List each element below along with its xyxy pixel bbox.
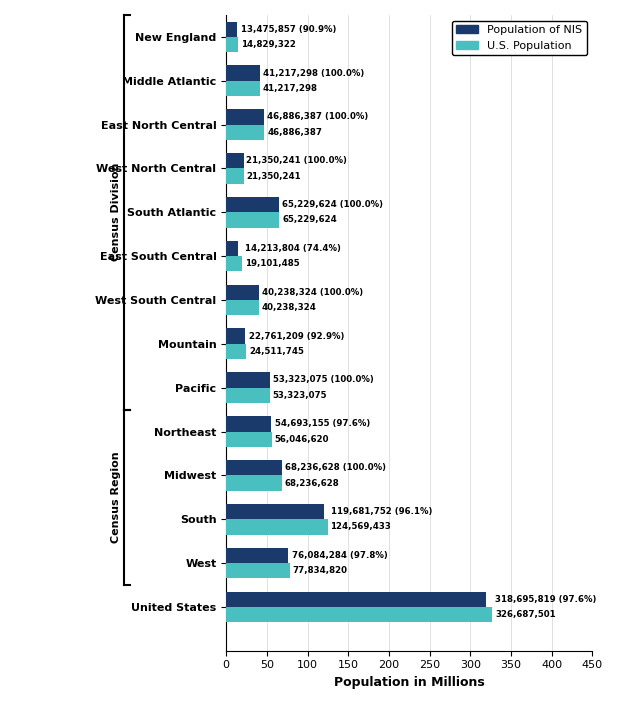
Bar (226, 432, 272, 447)
Bar (226, 256, 242, 272)
Text: 56,046,620: 56,046,620 (275, 434, 329, 444)
Text: 68,236,628: 68,236,628 (285, 479, 339, 488)
Bar (226, 563, 290, 579)
Bar (226, 197, 279, 213)
Text: 326,687,501: 326,687,501 (495, 610, 556, 619)
Text: 119,681,752 (96.1%): 119,681,752 (96.1%) (331, 507, 432, 516)
Bar (226, 241, 238, 256)
Bar (226, 372, 269, 388)
Bar (226, 548, 288, 563)
Text: 65,229,624: 65,229,624 (282, 215, 337, 225)
Text: 53,323,075: 53,323,075 (273, 391, 327, 400)
Bar (226, 416, 271, 432)
Text: 41,217,298: 41,217,298 (263, 84, 318, 93)
Bar (226, 329, 245, 344)
Bar (226, 475, 282, 491)
Text: 68,236,628 (100.0%): 68,236,628 (100.0%) (285, 463, 386, 472)
Text: 318,695,819 (97.6%): 318,695,819 (97.6%) (495, 595, 596, 604)
Text: 22,761,209 (92.9%): 22,761,209 (92.9%) (249, 332, 344, 341)
Text: 21,350,241: 21,350,241 (247, 172, 301, 181)
Text: 14,213,804 (74.4%): 14,213,804 (74.4%) (245, 244, 341, 253)
Bar (226, 344, 246, 359)
Bar (226, 109, 265, 125)
Bar (226, 504, 324, 519)
Text: 124,569,433: 124,569,433 (331, 522, 391, 532)
Text: 77,834,820: 77,834,820 (292, 566, 347, 575)
Bar (226, 153, 243, 168)
Bar (226, 213, 279, 227)
Bar (226, 22, 237, 37)
Text: 21,350,241 (100.0%): 21,350,241 (100.0%) (247, 156, 347, 165)
Bar (226, 607, 492, 622)
Text: 19,101,485: 19,101,485 (245, 259, 299, 268)
Text: 46,886,387: 46,886,387 (267, 128, 322, 137)
X-axis label: Population in Millions: Population in Millions (334, 676, 485, 689)
Text: 41,217,298 (100.0%): 41,217,298 (100.0%) (263, 68, 364, 77)
Text: 13,475,857 (90.9%): 13,475,857 (90.9%) (241, 25, 337, 34)
Text: 40,238,324: 40,238,324 (262, 303, 317, 312)
Bar (226, 591, 486, 607)
Text: 65,229,624 (100.0%): 65,229,624 (100.0%) (282, 200, 383, 209)
Bar (226, 519, 328, 534)
Text: 53,323,075 (100.0%): 53,323,075 (100.0%) (273, 375, 373, 384)
Text: 14,829,322: 14,829,322 (241, 40, 296, 49)
Bar (226, 460, 282, 475)
Bar (226, 125, 265, 140)
Bar (226, 81, 260, 96)
Bar (226, 284, 259, 300)
Bar (226, 168, 243, 184)
Bar (226, 388, 269, 403)
Text: 40,238,324 (100.0%): 40,238,324 (100.0%) (262, 288, 363, 297)
Text: 24,511,745: 24,511,745 (249, 347, 304, 356)
Legend: Population of NIS, U.S. Population: Population of NIS, U.S. Population (452, 20, 587, 55)
Bar (226, 65, 260, 81)
Text: 46,886,387 (100.0%): 46,886,387 (100.0%) (267, 113, 368, 121)
Text: 54,693,155 (97.6%): 54,693,155 (97.6%) (275, 420, 370, 428)
Bar (226, 37, 239, 52)
Text: 76,084,284 (97.8%): 76,084,284 (97.8%) (292, 551, 388, 560)
Bar (226, 300, 259, 315)
Text: Census Division: Census Division (111, 163, 121, 261)
Text: Census Region: Census Region (111, 451, 121, 543)
